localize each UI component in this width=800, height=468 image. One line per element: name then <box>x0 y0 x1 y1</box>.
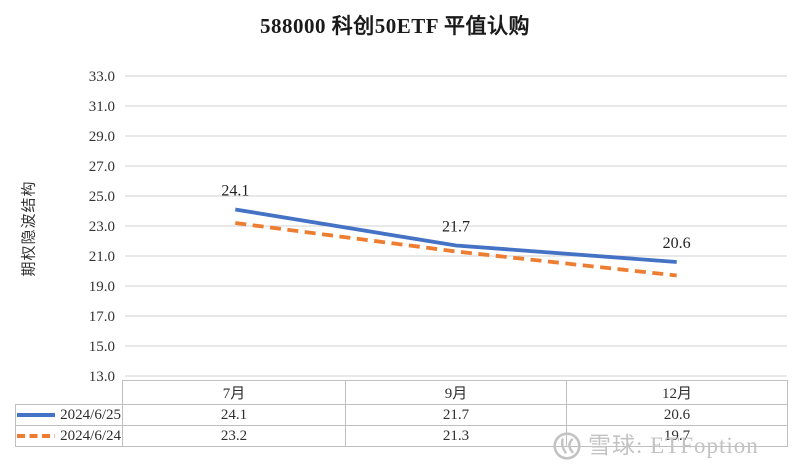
series-line-1 <box>235 221 677 278</box>
y-tick-label: 21.0 <box>89 249 115 265</box>
legend-series-name: 2024/6/24 <box>60 427 121 444</box>
table-header-row: 7月 9月 12月 <box>15 380 788 405</box>
table-header-cell: 9月 <box>345 380 567 405</box>
data-label: 24.1 <box>221 183 249 200</box>
legend-series-name: 2024/6/25 <box>60 406 121 423</box>
legend-key: 2024/6/24 <box>15 425 123 447</box>
y-tick-label: 27.0 <box>89 159 115 175</box>
table-header-cell: 7月 <box>122 380 346 405</box>
table-value-cell: 19.7 <box>566 425 788 447</box>
table-header-cell: 12月 <box>566 380 788 405</box>
data-label: 21.7 <box>442 219 470 236</box>
y-tick-label: 17.0 <box>89 309 115 325</box>
data-label: 20.6 <box>663 235 691 252</box>
table-value-cell: 20.6 <box>566 404 788 426</box>
legend-line-sample <box>17 434 55 438</box>
watermark: 雪球: ETFoption <box>552 429 759 463</box>
table-row: 2024/6/25 24.1 21.7 20.6 <box>15 404 788 426</box>
table-corner-cell <box>15 380 123 405</box>
table-value-cell: 21.3 <box>345 425 567 447</box>
y-tick-label: 33.0 <box>89 69 115 85</box>
legend-key: 2024/6/25 <box>15 404 123 426</box>
chart-title: 588000 科创50ETF 平值认购 <box>259 14 531 38</box>
table-row: 2024/6/24 23.2 21.3 19.7 <box>15 425 788 447</box>
watermark-text: 雪球: ETFoption <box>588 433 759 458</box>
series-line-0 <box>234 207 677 264</box>
y-tick-label: 15.0 <box>89 339 115 355</box>
y-tick-label: 25.0 <box>89 189 115 205</box>
table-value-cell: 21.7 <box>345 404 567 426</box>
chart-data-table: 7月 9月 12月 2024/6/25 24.1 21.7 20.6 2024/6/24 23… <box>15 380 788 447</box>
table-value-cell: 24.1 <box>122 404 346 426</box>
table-value-cell: 23.2 <box>122 425 346 447</box>
y-tick-label: 23.0 <box>89 219 115 235</box>
xueqiu-logo-icon <box>553 432 581 460</box>
y-tick-label: 29.0 <box>89 129 115 145</box>
legend-line-sample <box>17 413 55 417</box>
y-tick-label: 31.0 <box>89 99 115 115</box>
y-axis-title: 期权隐波结构 <box>21 180 38 277</box>
y-tick-label: 19.0 <box>89 279 115 295</box>
